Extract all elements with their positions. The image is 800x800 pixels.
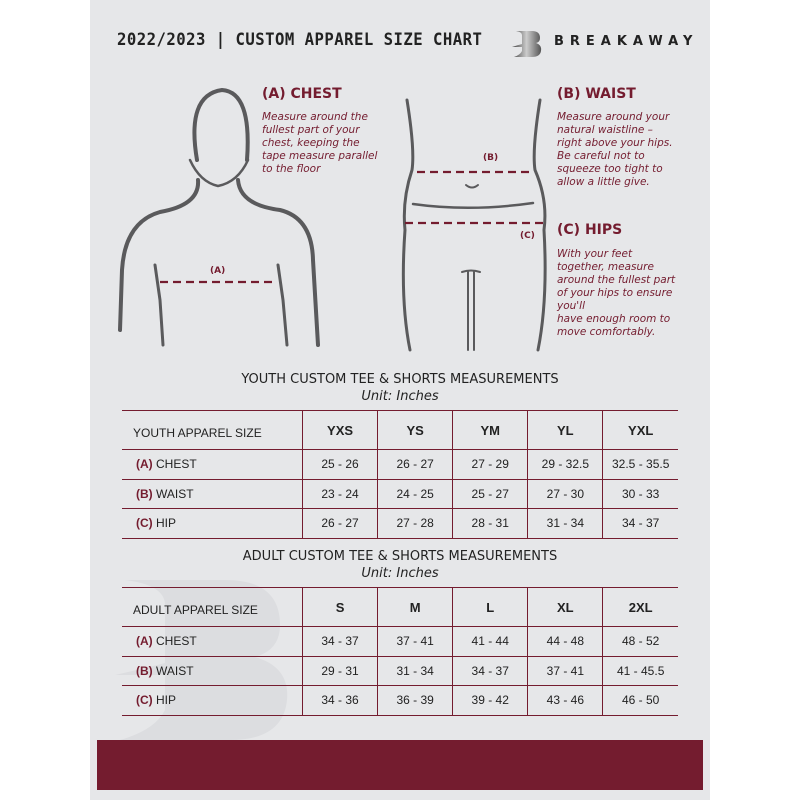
table-row: (C) HIP 34 - 36 36 - 39 39 - 42 43 - 46 46 - … [122,685,678,716]
row-label: (C) HIP [122,685,303,716]
youth-unit: Unit: Inches [361,389,439,404]
adult-size-table: ADULT APPAREL SIZE S M L XL 2XL (A) CHEST 34 -… [122,587,678,716]
cell: 31 - 34 [527,508,603,539]
table-row: (A) CHEST 25 - 26 26 - 27 27 - 29 29 - 32.5 3… [122,449,678,479]
cell: 43 - 46 [527,685,603,716]
table-row: (C) HIP 26 - 27 27 - 28 28 - 31 31 - 34 34 - … [122,508,678,539]
cell: 41 - 45.5 [602,655,678,686]
cell: 48 - 52 [602,626,678,656]
cell: 34 - 36 [301,685,378,716]
table-header-row: YOUTH APPAREL SIZE YXS YS YM YL YXL [122,410,678,450]
table-header-row: ADULT APPAREL SIZE S M L XL 2XL [122,587,678,627]
row-label: (C) HIP [122,508,303,539]
breakaway-logo-icon [512,31,542,57]
cell: 26 - 27 [301,508,378,539]
youth-section-title: YOUTH CUSTOM TEE & SHORTS MEASUREMENTS [241,372,559,387]
cell: 25 - 26 [301,449,378,479]
chest-marker: (A) [210,266,226,276]
cell: 34 - 37 [301,626,378,656]
cell: 27 - 29 [452,449,528,479]
row-label: (B) WAIST [122,655,303,686]
body-illustrations [118,87,547,352]
cell: 28 - 31 [452,508,528,539]
table-row: (B) WAIST 29 - 31 31 - 34 34 - 37 37 - 41 41 … [122,655,678,686]
cell: 34 - 37 [452,655,528,686]
page-title: 2022/2023 | CUSTOM APPAREL SIZE CHART [117,30,483,50]
cell: 26 - 27 [377,449,453,479]
cell: 31 - 34 [377,655,453,686]
cell: 23 - 24 [301,478,378,509]
cell: 24 - 25 [377,478,453,509]
header-cell: S [301,587,378,627]
header-cell: L [452,587,528,627]
header-cell: YM [452,410,528,450]
cell: 29 - 31 [301,655,378,686]
cell: 37 - 41 [377,626,453,656]
cell: 44 - 48 [527,626,603,656]
upper-body-figure-icon [118,87,320,347]
header-cell: ADULT APPAREL SIZE [122,587,303,627]
header-cell: 2XL [602,587,678,627]
hips-description: With your feet together, measure around th… [557,248,676,338]
hip-marker: (C) [520,231,535,241]
waist-description: Measure around your natural waistline – ri… [557,111,673,188]
header-cell: M [377,587,453,627]
cell: 34 - 37 [602,508,678,539]
cell: 25 - 27 [452,478,528,509]
chest-description: Measure around the fullest part of your ch… [262,111,378,175]
header-cell: YXS [301,410,378,450]
adult-unit: Unit: Inches [361,566,439,581]
cell: 27 - 28 [377,508,453,539]
cell: 41 - 44 [452,626,528,656]
table-row: (B) WAIST 23 - 24 24 - 25 25 - 27 27 - 30 30 … [122,478,678,509]
adult-section-title: ADULT CUSTOM TEE & SHORTS MEASUREMENTS [242,549,558,564]
chest-heading: (A) CHEST [262,86,342,102]
header-cell: YOUTH APPAREL SIZE [122,410,303,450]
header-cell: XL [527,587,603,627]
header-cell: YS [377,410,453,450]
row-label: (B) WAIST [122,478,303,509]
waist-marker: (B) [483,153,499,163]
waist-heading: (B) WAIST [557,86,636,102]
header-cell: YL [527,410,603,450]
footer-band [97,740,703,790]
header-cell: YXL [602,410,678,450]
table-row: (A) CHEST 34 - 37 37 - 41 41 - 44 44 - 48 48 … [122,626,678,656]
hips-heading: (C) HIPS [557,222,623,238]
cell: 29 - 32.5 [527,449,603,479]
row-label: (A) CHEST [122,626,303,656]
youth-size-table: YOUTH APPAREL SIZE YXS YS YM YL YXL (A) CHEST… [122,410,678,539]
cell: 30 - 33 [602,478,678,509]
row-label: (A) CHEST [122,449,303,479]
cell: 32.5 - 35.5 [602,449,678,479]
cell: 39 - 42 [452,685,528,716]
cell: 36 - 39 [377,685,453,716]
cell: 46 - 50 [602,685,678,716]
brand-name: BREAKAWAY [554,34,699,49]
lower-body-figure-icon [401,98,547,352]
cell: 27 - 30 [527,478,603,509]
cell: 37 - 41 [527,655,603,686]
